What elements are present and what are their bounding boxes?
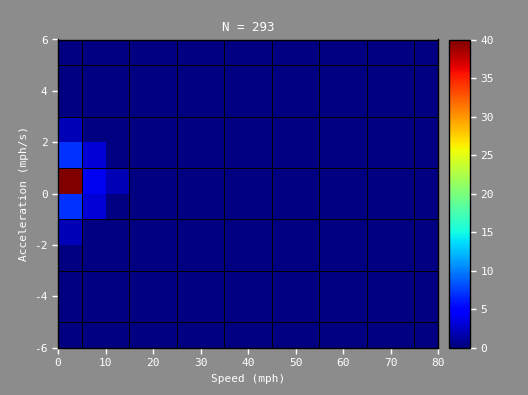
X-axis label: Speed (mph): Speed (mph) xyxy=(211,374,285,384)
Title: N = 293: N = 293 xyxy=(222,21,275,34)
Y-axis label: Acceleration (mph/s): Acceleration (mph/s) xyxy=(18,126,29,261)
